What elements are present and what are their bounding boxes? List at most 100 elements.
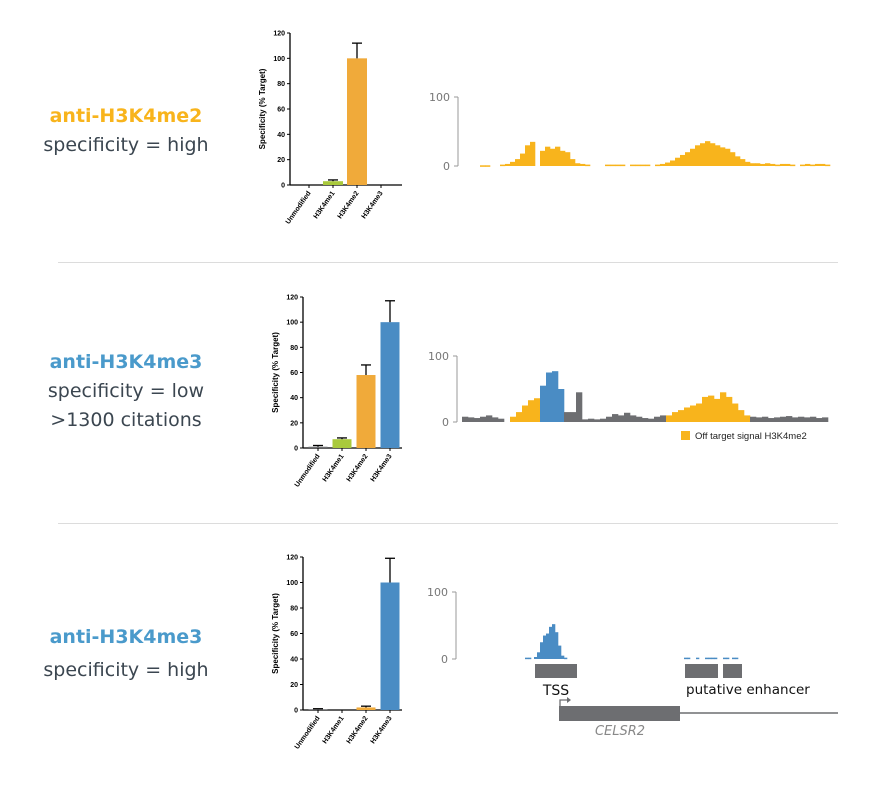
signal-bin (714, 398, 721, 422)
signal-bin (486, 415, 493, 422)
signal-bin (770, 163, 776, 166)
y-tick-label: 0 (294, 446, 298, 453)
signal-bin (615, 164, 621, 167)
y-axis-label: Specificity (% Target) (271, 593, 280, 674)
signal-bin (560, 150, 566, 166)
signal-bin (790, 164, 796, 167)
y-tick-label: 40 (277, 132, 285, 139)
signal-bin (462, 416, 469, 422)
signal-bin (540, 385, 547, 422)
signal-bin (816, 418, 823, 422)
signal-bin (468, 417, 475, 422)
bar-Unmodified (308, 709, 328, 710)
signal-bin (710, 143, 716, 166)
signal-bin (585, 164, 591, 167)
signal-bin (822, 417, 829, 422)
signal-bin (804, 417, 811, 422)
y-tick-label: 80 (290, 345, 298, 352)
signal-bin (785, 163, 791, 166)
gene-label: CELSR2 (595, 724, 645, 739)
signal-bin (564, 657, 568, 660)
signal-bin (696, 403, 703, 422)
y-tick-label: 20 (277, 157, 285, 164)
signal-bin (624, 412, 631, 422)
antibody-title: anti-H3K4me2 (49, 105, 203, 127)
signal-bin (732, 403, 739, 422)
y-tick-label: 120 (286, 295, 298, 302)
y-tick-label: 40 (290, 395, 298, 402)
signal-bin (696, 657, 700, 660)
enhancer-label: putative enhancer (686, 682, 810, 698)
specificity-text: specificity = low (47, 380, 205, 402)
signal-bin (555, 146, 561, 166)
signal-bin (640, 164, 646, 167)
signal-bin (543, 635, 547, 659)
signal-bin (723, 657, 727, 660)
signal-bin (726, 396, 733, 422)
signal-bin (555, 632, 559, 659)
signal-bin (780, 163, 786, 166)
signal-bin (580, 163, 586, 166)
signal-bin (612, 414, 619, 422)
signal-bin (515, 159, 521, 166)
signal-bin (582, 419, 589, 422)
signal-bin (666, 415, 673, 422)
signal-bin (684, 657, 688, 660)
bar-H3K4me2 (356, 375, 376, 448)
signal-bin (660, 163, 666, 166)
x-tick-label: Unmodified (294, 715, 322, 751)
signal-bin (711, 657, 715, 660)
signal-bin (545, 146, 551, 166)
signal-bin (558, 645, 562, 659)
signal-bin (606, 416, 613, 422)
track-tick-label: 0 (442, 416, 449, 429)
signal-bin (630, 164, 636, 167)
signal-bin (654, 416, 661, 422)
signal-bin (786, 416, 793, 422)
signal-bin (815, 163, 821, 166)
x-tick-label: H3K4me2 (346, 715, 370, 745)
signal-bin (594, 419, 601, 422)
signal-bin (630, 415, 637, 422)
x-tick-label: H3K4me1 (322, 715, 346, 745)
signal-bin (655, 164, 661, 167)
x-tick-label: H3K4me2 (346, 453, 370, 483)
signal-bin (700, 143, 706, 166)
signal-bin (525, 145, 531, 166)
signal-bin (750, 163, 756, 166)
signal-bin (549, 626, 553, 659)
signal-bin (605, 164, 611, 167)
signal-bin (702, 396, 709, 422)
signal-bin (492, 417, 499, 422)
y-tick-label: 120 (273, 31, 285, 38)
signal-bin (642, 418, 649, 422)
signal-bin (735, 156, 741, 166)
y-tick-label: 20 (290, 420, 298, 427)
track-tick-label: 100 (428, 350, 449, 363)
signal-bin (762, 416, 769, 422)
x-tick-label: Unmodified (285, 190, 313, 226)
bar-H3K4me2 (356, 707, 376, 710)
signal-bin (744, 415, 751, 422)
y-tick-label: 0 (281, 183, 285, 190)
signal-bin (570, 412, 577, 422)
signal-bin (588, 418, 595, 422)
legend-label: Off target signal H3K4me2 (695, 431, 807, 442)
citations-text: >1300 citations (50, 409, 202, 431)
y-axis-label: Specificity (% Target) (258, 68, 267, 149)
signal-bin (714, 657, 718, 660)
signal-bin (546, 372, 553, 422)
signal-bin (720, 392, 727, 422)
row-1-label: anti-H3K4me2 specificity = high (0, 102, 252, 160)
x-tick-label: H3K4me3 (370, 453, 394, 483)
signal-bin (726, 657, 730, 660)
y-tick-label: 80 (290, 606, 298, 613)
signal-bin (648, 418, 655, 422)
enhancer-box (685, 664, 718, 678)
signal-bin (660, 415, 667, 422)
signal-bin (665, 162, 671, 166)
signal-bin (735, 657, 739, 660)
signal-bin (792, 417, 799, 422)
signal-bin (537, 652, 541, 659)
